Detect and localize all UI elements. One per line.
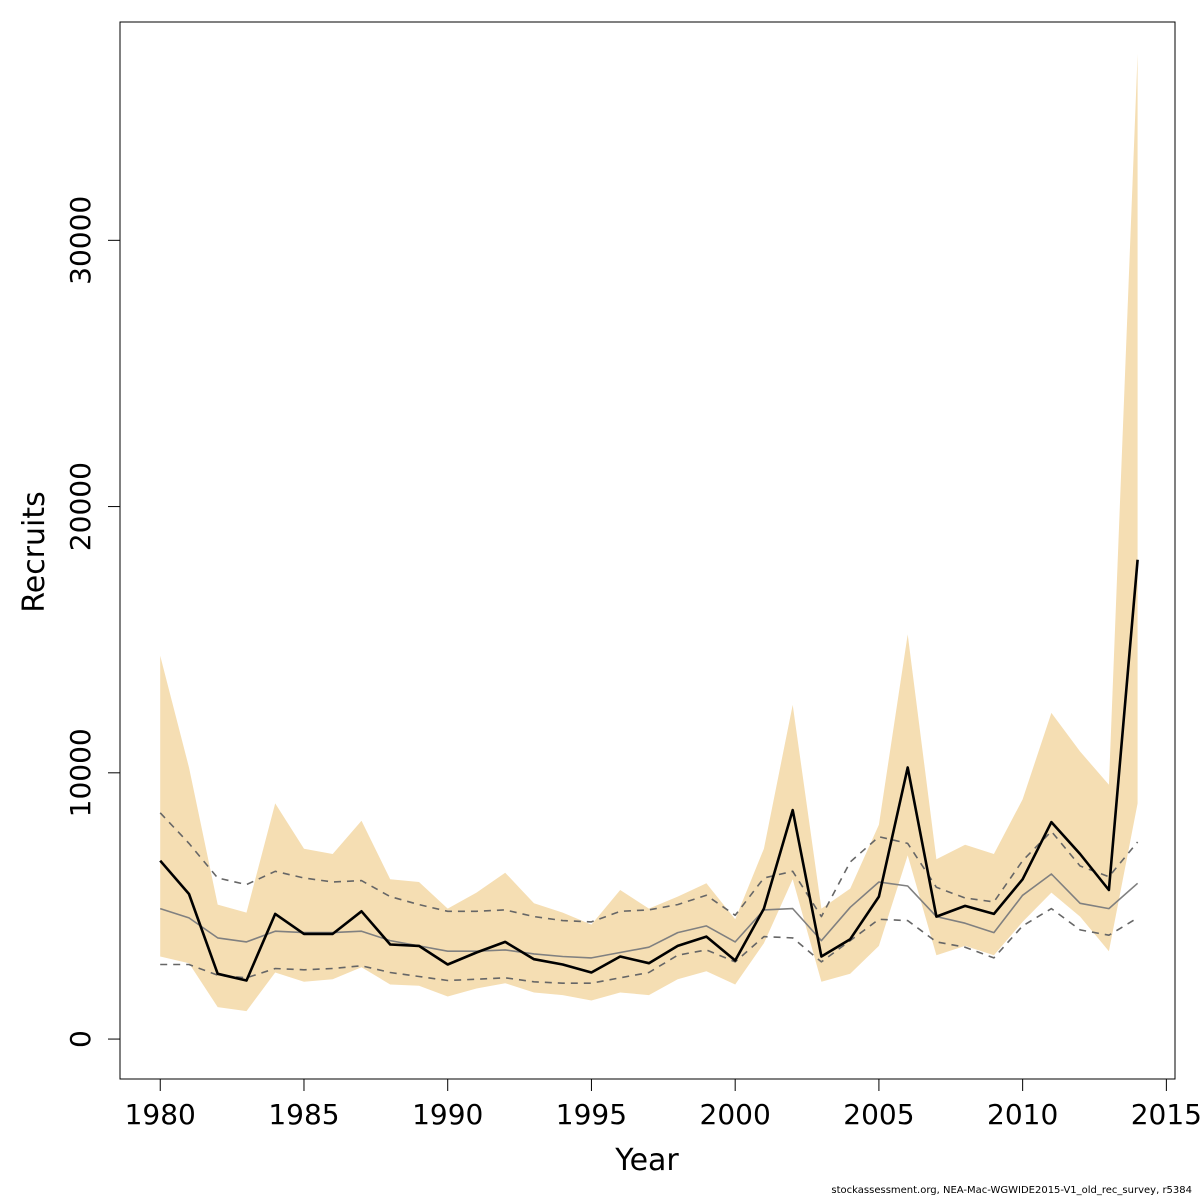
x-tick-label: 2015 — [1131, 1098, 1200, 1131]
footnote: stockassessment.org, NEA-Mac-WGWIDE2015-… — [831, 1185, 1192, 1196]
series-line-alternative-upper — [159, 812, 1139, 923]
x-axis: 1980 1985 1990 1995 2000 2005 2010 2015 — [125, 1078, 1200, 1131]
series-line-estimate — [159, 559, 1139, 982]
confidence-band — [160, 53, 1138, 1012]
ci-band-layer — [160, 53, 1138, 1012]
y-tick-label: 20000 — [64, 462, 97, 551]
y-axis: 0 10000 20000 30000 — [64, 196, 121, 1048]
series-layer — [159, 559, 1139, 985]
y-axis-title: Recruits — [17, 491, 52, 613]
y-tick-label: 30000 — [64, 196, 97, 285]
x-tick-label: 1985 — [268, 1098, 339, 1131]
x-tick-label: 2010 — [987, 1098, 1058, 1131]
series-line-alternative — [159, 873, 1139, 959]
y-tick-label: 0 — [64, 1030, 97, 1048]
series-line-alternative-lower — [160, 907, 1139, 985]
x-tick-label: 1995 — [556, 1098, 627, 1131]
y-tick-label: 10000 — [64, 728, 97, 817]
x-axis-title: Year — [614, 1143, 679, 1178]
x-tick-label: 2005 — [843, 1098, 914, 1131]
x-tick-label: 1980 — [125, 1098, 196, 1131]
x-tick-label: 2000 — [700, 1098, 771, 1131]
x-tick-label: 1990 — [412, 1098, 483, 1131]
